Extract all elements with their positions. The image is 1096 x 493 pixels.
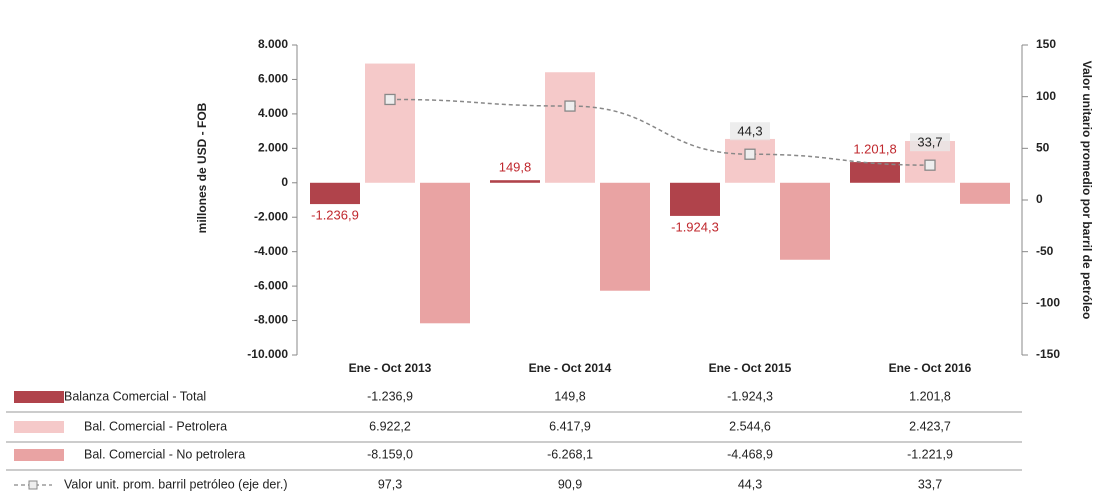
data-label: 1.201,8 bbox=[853, 142, 896, 157]
bar bbox=[545, 72, 595, 183]
y2-tick-label: 50 bbox=[1036, 141, 1050, 155]
legend-marker bbox=[28, 480, 38, 490]
data-label: 44,3 bbox=[737, 124, 762, 139]
table-cell: 97,3 bbox=[378, 477, 402, 491]
data-label: -1.924,3 bbox=[671, 219, 719, 234]
table-cell: -1.924,3 bbox=[727, 389, 773, 403]
y2-tick-label: 100 bbox=[1036, 89, 1056, 103]
line bbox=[389, 98, 931, 166]
data-label: 33,7 bbox=[917, 135, 942, 150]
table-cell: 149,8 bbox=[554, 389, 585, 403]
x-tick-label: Ene - Oct 2013 bbox=[349, 361, 432, 375]
table-cell: 33,7 bbox=[918, 477, 942, 491]
line-marker bbox=[564, 100, 576, 112]
table-cell: 2.423,7 bbox=[909, 419, 951, 433]
label-box bbox=[910, 133, 950, 152]
bar bbox=[780, 182, 830, 260]
bar bbox=[310, 182, 360, 205]
bar bbox=[365, 63, 415, 183]
line-marker bbox=[744, 148, 756, 160]
line-marker bbox=[924, 159, 936, 171]
y2-axis-title: Valor unitario promedio por barril de pe… bbox=[1080, 61, 1094, 320]
table-cell: 44,3 bbox=[738, 477, 762, 491]
y-tick-label: 2.000 bbox=[258, 141, 288, 155]
bar bbox=[670, 182, 720, 216]
table-cell: 6.922,2 bbox=[369, 419, 411, 433]
table-cell: -8.159,0 bbox=[367, 447, 413, 461]
table-cell: -4.468,9 bbox=[727, 447, 773, 461]
legend-swatch bbox=[14, 449, 64, 461]
table-cell: -6.268,1 bbox=[547, 447, 593, 461]
table-cell: 90,9 bbox=[558, 477, 582, 491]
table-cell: 2.544,6 bbox=[729, 419, 771, 433]
legend-swatch bbox=[14, 421, 64, 433]
bar bbox=[420, 182, 470, 324]
line-marker bbox=[384, 93, 396, 106]
y-tick-label: -2.000 bbox=[254, 209, 288, 223]
y-tick-label: -4.000 bbox=[254, 244, 288, 258]
legend-label: Balanza Comercial - Total bbox=[64, 389, 206, 403]
y-tick-label: -10.000 bbox=[247, 347, 288, 361]
data-label: -1.236,9 bbox=[311, 208, 359, 223]
table-cell: 6.417,9 bbox=[549, 419, 591, 433]
table-cell: 1.201,8 bbox=[909, 389, 951, 403]
table-cell: -1.236,9 bbox=[367, 389, 413, 403]
bar bbox=[725, 138, 775, 183]
y-tick-label: -6.000 bbox=[254, 278, 288, 292]
y2-tick-label: -50 bbox=[1036, 244, 1054, 258]
x-tick-label: Ene - Oct 2016 bbox=[889, 361, 972, 375]
label-box bbox=[730, 122, 770, 141]
y2-tick-label: -100 bbox=[1036, 296, 1060, 310]
legend-swatch bbox=[14, 391, 64, 403]
bar bbox=[850, 162, 900, 183]
bar bbox=[490, 180, 540, 183]
y-tick-label: 4.000 bbox=[258, 106, 288, 120]
y-axis-title: millones de USD - FOB bbox=[195, 102, 209, 233]
bar bbox=[600, 182, 650, 291]
y-tick-label: 6.000 bbox=[258, 72, 288, 86]
bar bbox=[960, 182, 1010, 204]
x-tick-label: Ene - Oct 2015 bbox=[709, 361, 792, 375]
y2-tick-label: 150 bbox=[1036, 37, 1056, 51]
y2-tick-label: 0 bbox=[1036, 192, 1043, 206]
x-tick-label: Ene - Oct 2014 bbox=[529, 361, 612, 375]
legend-label: Bal. Comercial - Petrolera bbox=[84, 419, 227, 433]
legend-label: Valor unit. prom. barril petróleo (eje d… bbox=[64, 477, 287, 491]
data-label: 149,8 bbox=[499, 160, 532, 175]
y-tick-label: 0 bbox=[281, 175, 288, 189]
y2-tick-label: -150 bbox=[1036, 347, 1060, 361]
y-tick-label: 8.000 bbox=[258, 37, 288, 51]
y-tick-label: -8.000 bbox=[254, 313, 288, 327]
legend-label: Bal. Comercial - No petrolera bbox=[84, 447, 245, 461]
table-cell: -1.221,9 bbox=[907, 447, 953, 461]
